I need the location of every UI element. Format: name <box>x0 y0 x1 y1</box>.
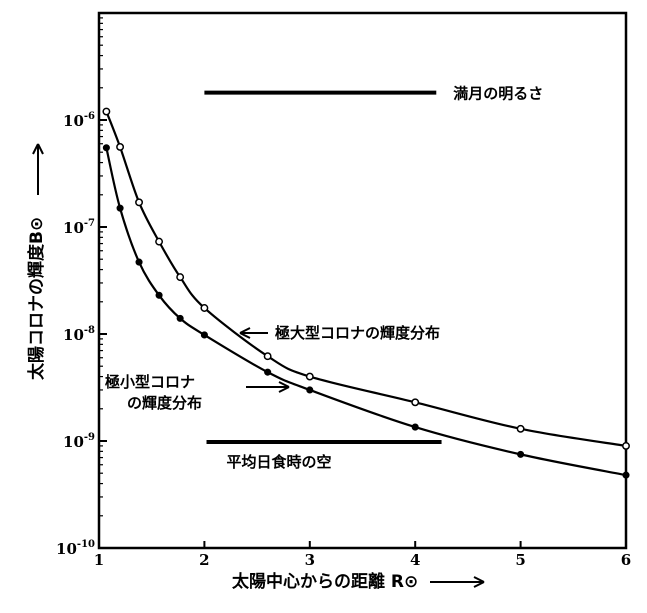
x-tick-label: 5 <box>515 551 525 569</box>
data-point-open <box>622 441 630 450</box>
data-series <box>102 107 630 479</box>
data-point-filled <box>517 450 525 458</box>
x-tick-label: 4 <box>410 551 420 569</box>
data-point-open <box>305 372 314 381</box>
data-point-filled <box>116 204 124 212</box>
series-line-1 <box>105 111 627 447</box>
annotation-min-corona: 極小型コロナ <box>104 373 195 391</box>
data-point-filled <box>200 331 208 339</box>
annotation-min-corona: の輝度分布 <box>127 394 202 412</box>
axis-titles: 太陽中心からの距離 R⊙ 太陽コロナの輝度B⊙ <box>26 143 485 592</box>
data-point-filled <box>411 423 419 431</box>
annotation-max-corona: 極大型コロナの輝度分布 <box>274 324 440 342</box>
data-point-open <box>155 237 164 246</box>
data-point-open <box>200 304 209 312</box>
y-axis-label: 太陽コロナの輝度B⊙ <box>26 217 47 380</box>
data-point-filled <box>306 386 314 394</box>
y-tick-label: 10-6 <box>63 111 95 130</box>
reference-label-full-moon: 満月の明るさ <box>453 85 543 103</box>
data-point-filled <box>176 314 184 322</box>
data-point-open <box>116 142 125 151</box>
data-point-open <box>135 198 144 207</box>
y-tick-label: 10-8 <box>63 325 95 344</box>
annotation-arrow-icon <box>239 327 268 339</box>
y-tick-label: 10-10 <box>56 539 95 558</box>
y-tick-label: 10-9 <box>63 432 95 451</box>
data-point-open <box>516 424 525 433</box>
data-point-filled <box>155 291 163 299</box>
plot-frame <box>97 11 628 550</box>
y-tick-label: 10-7 <box>63 218 95 237</box>
series-line-2 <box>105 147 627 477</box>
data-point-filled <box>102 144 110 152</box>
data-point-open <box>176 273 185 282</box>
x-tick-label: 3 <box>305 551 315 569</box>
axis-ticks: 1 2 3 4 5 6 10-10 10-9 10-8 10-7 10-6 <box>56 17 631 569</box>
reference-label-eclipse-sky: 平均日食時の空 <box>227 453 332 471</box>
y-axis-arrow-icon <box>32 143 44 195</box>
data-point-filled <box>135 258 143 266</box>
x-axis-arrow-icon <box>430 576 485 588</box>
data-point-filled <box>622 471 630 479</box>
x-axis-label: 太陽中心からの距離 R⊙ <box>232 571 418 592</box>
x-tick-label: 1 <box>94 551 104 569</box>
data-point-filled <box>264 368 272 376</box>
x-tick-label: 2 <box>199 551 209 569</box>
x-tick-label: 6 <box>621 551 631 569</box>
data-point-open <box>411 398 420 407</box>
data-point-open <box>102 107 111 116</box>
annotation-arrow-icon <box>246 381 290 393</box>
data-point-open <box>263 352 272 361</box>
